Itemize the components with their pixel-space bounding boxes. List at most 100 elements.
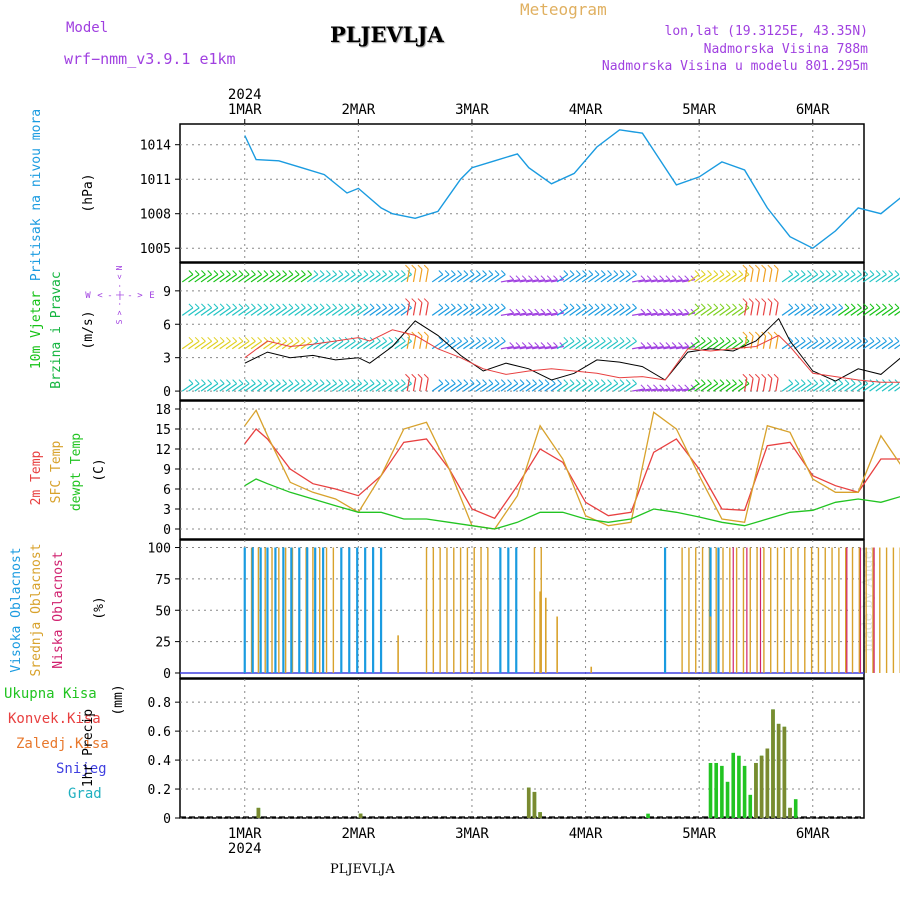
wind-barb	[231, 307, 244, 316]
wind-barb-tick	[625, 270, 631, 275]
wind-barb-tick	[819, 270, 825, 275]
wind-barb	[181, 273, 194, 283]
wind-barb-tick	[694, 303, 700, 309]
wind-barb-tick	[450, 270, 456, 275]
wind-barb-tick	[188, 303, 194, 309]
wind-barb	[837, 273, 850, 283]
wind-barb-tick	[659, 275, 665, 281]
wind-barb-tick	[754, 331, 760, 337]
wind-barb	[837, 383, 850, 392]
wind-barb	[213, 383, 225, 392]
wind-barb-tick	[748, 373, 754, 379]
wind-barb-tick	[276, 303, 281, 309]
wind-barb-tick	[838, 379, 844, 384]
wind-barb	[625, 307, 637, 316]
wind-barb	[500, 279, 514, 283]
wind-barb-tick	[684, 275, 690, 281]
wind-barb	[606, 273, 619, 283]
wind-barb	[556, 273, 569, 283]
wind-barb-tick	[407, 379, 412, 384]
wind-barb-tick	[613, 379, 619, 384]
compass-dash2: -	[127, 291, 132, 301]
wind-barb-tick	[276, 270, 281, 275]
wind-barb	[219, 340, 231, 350]
wind-barb	[438, 273, 450, 283]
y-tick-label: 6	[163, 483, 171, 498]
wind-barb-tick	[613, 303, 619, 309]
wind-barb-tick	[207, 336, 213, 342]
wind-barb	[544, 383, 556, 392]
wind-barb-tick	[515, 308, 521, 314]
wind-barb	[306, 383, 319, 392]
y-tick-label: 1008	[140, 208, 171, 223]
wind-barb	[787, 273, 800, 283]
wind-barb	[844, 273, 856, 283]
wind-barb-tick	[313, 336, 319, 342]
precip-legend-4: Grad	[68, 786, 102, 802]
wind-barb-tick	[515, 342, 521, 347]
precip-conv-bar	[538, 812, 542, 818]
wind-barb	[363, 340, 375, 350]
wind-barb	[319, 307, 331, 316]
precip-total-bar	[725, 781, 730, 818]
wind-barb-tick	[684, 308, 690, 314]
wind-barb	[188, 383, 200, 392]
wind-barb-tick	[894, 303, 900, 309]
wind-barb-tick	[546, 308, 552, 314]
wind-barb	[381, 383, 394, 392]
wind-barb	[475, 340, 487, 350]
wind-barb-tick	[332, 379, 337, 384]
wind-barb	[713, 273, 725, 283]
wind-barb	[563, 273, 575, 283]
wind-barb	[538, 312, 552, 316]
wind-barb-tick	[738, 379, 744, 384]
wind-barb	[219, 273, 231, 283]
wind-barb	[581, 340, 594, 350]
wind-barb	[200, 307, 213, 316]
station-title: PLJEVLJA	[330, 22, 444, 47]
y-tick-label: 0.4	[148, 754, 172, 769]
bottom-day-label: 4MAR	[569, 826, 603, 842]
wind-barb	[506, 383, 519, 392]
wind-barb	[394, 273, 406, 283]
wind-barb	[606, 307, 619, 316]
bottom-day-label: 2MAR	[341, 826, 375, 842]
wind-barb-tick	[238, 379, 244, 384]
wind-barb-tick	[575, 303, 581, 309]
wind-barb	[350, 273, 362, 283]
wind-barb	[456, 273, 469, 283]
wind-barb	[563, 383, 575, 392]
wind-barb	[519, 279, 533, 283]
wind-barb	[532, 345, 546, 350]
wind-barb-tick	[475, 379, 481, 384]
precip-conv-bar	[526, 787, 531, 818]
wind-barb-tick	[559, 342, 565, 347]
wind-barb-tick	[388, 303, 394, 309]
wind-barb	[544, 312, 558, 316]
wind-barb-tick	[600, 303, 606, 309]
wind-barb	[519, 383, 531, 392]
wind-barb-tick	[742, 373, 748, 379]
wind-barb-tick	[713, 379, 719, 384]
wind-barb	[831, 307, 844, 316]
wind-barb-tick	[713, 270, 719, 275]
wind-barb	[713, 340, 725, 350]
wind-barb	[400, 383, 412, 392]
wind-barb	[338, 307, 350, 316]
wind-barb-tick	[732, 303, 737, 309]
wind-barb-tick	[194, 303, 200, 309]
wind-barb	[425, 378, 429, 392]
wind-barb-tick	[684, 342, 690, 347]
wind-barb	[344, 340, 356, 350]
wind-barb-tick	[754, 298, 760, 303]
wind-barb	[862, 340, 875, 350]
wind-barb	[731, 340, 744, 350]
wind-barb-tick	[690, 384, 696, 390]
wind-barb	[206, 340, 219, 350]
top-day-label: 2MAR	[341, 102, 375, 118]
wind-barb	[475, 273, 487, 283]
wind-barb	[700, 273, 712, 283]
wind-barb	[619, 383, 631, 392]
wind-barb	[338, 383, 350, 392]
wind-barb-tick	[219, 303, 225, 309]
